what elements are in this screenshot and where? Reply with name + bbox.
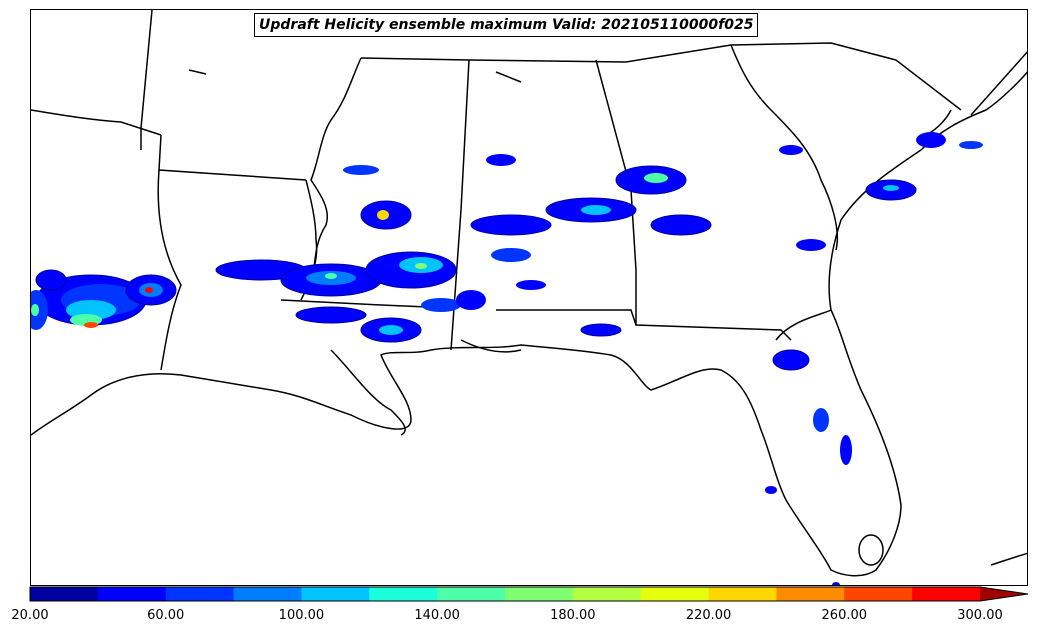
colorbar-extend-arrow: [980, 587, 1028, 601]
map-canvas: [31, 10, 1027, 585]
colorbar-swatch: [505, 587, 574, 601]
colorbar-swatch: [844, 587, 913, 601]
colorbar-tick-label: 140.00: [414, 608, 460, 623]
colorbar-tick-label: 300.00: [957, 608, 1003, 623]
colorbar-swatch: [30, 587, 99, 601]
colorbar-swatch: [572, 587, 642, 601]
colorbar-swatch: [97, 587, 167, 601]
colorbar-tick-label: 260.00: [821, 608, 868, 623]
state-boundaries: [31, 10, 1027, 577]
map-panel: [30, 9, 1028, 586]
helicity-swaths: [31, 132, 983, 585]
colorbar-swatch: [640, 587, 710, 601]
helicity-cluster-alabama-georgia: [456, 154, 712, 337]
map-title: Updraft Helicity ensemble maximum Valid:…: [254, 13, 759, 37]
colorbar-swatches: [29, 586, 1029, 602]
colorbar-swatch: [776, 587, 845, 601]
colorbar-tick-label: 220.00: [685, 608, 732, 623]
colorbar-swatch: [369, 587, 438, 601]
colorbar-tick-label: 20.00: [11, 608, 49, 623]
colorbar-swatch: [437, 587, 506, 601]
colorbar-swatch: [912, 587, 981, 601]
colorbar-swatch: [708, 587, 777, 601]
helicity-cluster-lower-mississippi: [215, 165, 461, 343]
helicity-cluster-texas: [31, 269, 177, 330]
colorbar-swatch: [165, 587, 235, 601]
colorbar-swatch: [233, 587, 302, 601]
colorbar-tick-label: 60.00: [147, 608, 185, 623]
colorbar-tick-label: 100.00: [278, 608, 325, 623]
colorbar-swatch: [301, 587, 370, 601]
colorbar-outline: [29, 586, 1029, 602]
colorbar: [29, 586, 1029, 602]
helicity-cluster-carolinas-florida: [765, 132, 983, 585]
colorbar-tick-label: 180.00: [550, 608, 596, 623]
